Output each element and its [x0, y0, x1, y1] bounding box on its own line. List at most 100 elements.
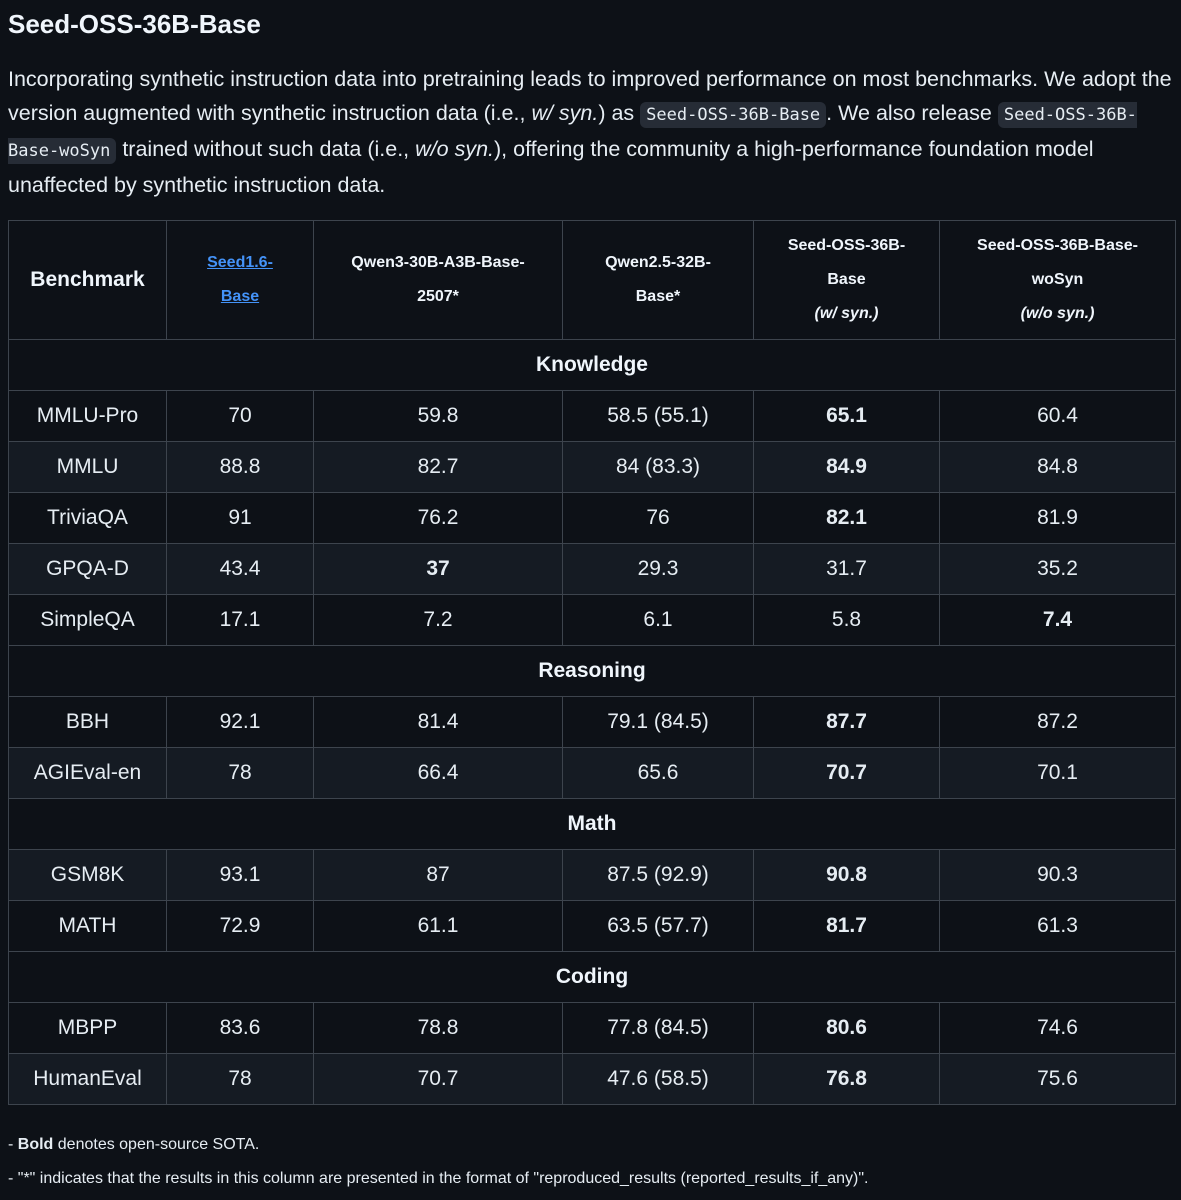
table-row: MMLU 88.8 82.7 84 (83.3) 84.9 84.8	[8, 441, 1176, 493]
section-reasoning: Reasoning	[8, 645, 1176, 697]
header-seed-oss-base: Seed-OSS-36B- Base (w/ syn.)	[753, 220, 940, 340]
intro-text-4: trained without such data (i.e.,	[116, 137, 416, 161]
table-cell: 90.3	[939, 849, 1176, 901]
table-cell: 72.9	[166, 900, 314, 952]
table-cell: 7.2	[313, 594, 563, 646]
table-cell: 82.7	[313, 441, 563, 493]
table-cell: 81.4	[313, 696, 563, 748]
table-cell: 84.8	[939, 441, 1176, 493]
table-cell: MATH	[8, 900, 167, 952]
code-seed-oss-base: Seed-OSS-36B-Base	[640, 102, 827, 128]
table-cell: 70.7	[753, 747, 940, 799]
section-row: Reasoning	[8, 645, 1176, 697]
intro-em-without-syn: w/o syn.	[415, 137, 495, 161]
table-row: MATH 72.9 61.1 63.5 (57.7) 81.7 61.3	[8, 900, 1176, 952]
table-cell: MMLU-Pro	[8, 390, 167, 442]
header-seed16-base: Seed1.6- Base	[166, 220, 314, 340]
table-cell: 92.1	[166, 696, 314, 748]
table-cell: SimpleQA	[8, 594, 167, 646]
table-cell: BBH	[8, 696, 167, 748]
table-cell: 79.1 (84.5)	[562, 696, 754, 748]
table-cell: 43.4	[166, 543, 314, 595]
table-cell: 78	[166, 747, 314, 799]
intro-text-3: . We also release	[826, 101, 998, 125]
intro-text-1: Incorporating synthetic instruction data…	[8, 67, 1172, 125]
section-row: Math	[8, 798, 1176, 850]
table-cell: 31.7	[753, 543, 940, 595]
header-seed-oss-wosyn: Seed-OSS-36B-Base-woSyn (w/o syn.)	[939, 220, 1176, 340]
table-cell: 87.5 (92.9)	[562, 849, 754, 901]
table-cell: 47.6 (58.5)	[562, 1053, 754, 1105]
table-cell: 78.8	[313, 1002, 563, 1054]
table-cell: 84 (83.3)	[562, 441, 754, 493]
table-cell: 29.3	[562, 543, 754, 595]
table-cell: 37	[313, 543, 563, 595]
table-cell: 87	[313, 849, 563, 901]
table-row: BBH 92.1 81.4 79.1 (84.5) 87.7 87.2	[8, 696, 1176, 748]
section-math: Math	[8, 798, 1176, 850]
footnotes: - Bold denotes open-source SOTA. - "*" i…	[8, 1128, 868, 1196]
table-cell: 65.1	[753, 390, 940, 442]
table-cell: 6.1	[562, 594, 754, 646]
table-cell: 76.8	[753, 1053, 940, 1105]
table-cell: MMLU	[8, 441, 167, 493]
intro-text-5: ), offering the community a high-perform…	[8, 137, 1094, 197]
table-row: SimpleQA 17.1 7.2 6.1 5.8 7.4	[8, 594, 1176, 646]
table-cell: 17.1	[166, 594, 314, 646]
section-row: Knowledge	[8, 339, 1176, 391]
table-cell: 59.8	[313, 390, 563, 442]
intro-text-2: ) as	[598, 101, 641, 125]
table-cell: 58.5 (55.1)	[562, 390, 754, 442]
table-cell: 5.8	[753, 594, 940, 646]
table-cell: 87.7	[753, 696, 940, 748]
table-cell: 81.7	[753, 900, 940, 952]
seed16-base-link[interactable]: Seed1.6- Base	[207, 254, 273, 305]
table-cell: 61.3	[939, 900, 1176, 952]
table-cell: AGIEval-en	[8, 747, 167, 799]
table-cell: 81.9	[939, 492, 1176, 544]
table-cell: 70	[166, 390, 314, 442]
table-cell: 90.8	[753, 849, 940, 901]
table-cell: GSM8K	[8, 849, 167, 901]
table-cell: 74.6	[939, 1002, 1176, 1054]
table-cell: 70.7	[313, 1053, 563, 1105]
table-cell: 93.1	[166, 849, 314, 901]
table-row: GPQA-D 43.4 37 29.3 31.7 35.2	[8, 543, 1176, 595]
table-cell: 70.1	[939, 747, 1176, 799]
table-cell: 78	[166, 1053, 314, 1105]
table-cell: 65.6	[562, 747, 754, 799]
table-cell: 60.4	[939, 390, 1176, 442]
header-benchmark: Benchmark	[8, 220, 167, 340]
table-row: TriviaQA 91 76.2 76 82.1 81.9	[8, 492, 1176, 544]
table-cell: HumanEval	[8, 1053, 167, 1105]
table-cell: 88.8	[166, 441, 314, 493]
table-row: MBPP 83.6 78.8 77.8 (84.5) 80.6 74.6	[8, 1002, 1176, 1054]
header-qwen3: Qwen3-30B-A3B-Base- 2507*	[313, 220, 563, 340]
section-row: Coding	[8, 951, 1176, 1003]
table-cell: 7.4	[939, 594, 1176, 646]
table-row: AGIEval-en 78 66.4 65.6 70.7 70.1	[8, 747, 1176, 799]
intro-paragraph: Incorporating synthetic instruction data…	[8, 62, 1176, 202]
table-cell: 82.1	[753, 492, 940, 544]
table-cell: 75.6	[939, 1053, 1176, 1105]
table-cell: 35.2	[939, 543, 1176, 595]
section-coding: Coding	[8, 951, 1176, 1003]
table-cell: 76	[562, 492, 754, 544]
footnote-asterisk: - "*" indicates that the results in this…	[8, 1170, 869, 1187]
table-cell: GPQA-D	[8, 543, 167, 595]
table-cell: 76.2	[313, 492, 563, 544]
table-cell: 61.1	[313, 900, 563, 952]
table-row: HumanEval 78 70.7 47.6 (58.5) 76.8 75.6	[8, 1053, 1176, 1105]
table-header-row: Benchmark Seed1.6- Base Qwen3-30B-A3B-Bas…	[8, 220, 1176, 340]
table-cell: TriviaQA	[8, 492, 167, 544]
table-cell: 83.6	[166, 1002, 314, 1054]
table-row: GSM8K 93.1 87 87.5 (92.9) 90.8 90.3	[8, 849, 1176, 901]
table-cell: 87.2	[939, 696, 1176, 748]
table-cell: MBPP	[8, 1002, 167, 1054]
table-cell: 63.5 (57.7)	[562, 900, 754, 952]
intro-em-with-syn: w/ syn.	[531, 101, 599, 125]
page-title: Seed-OSS-36B-Base	[8, 9, 261, 39]
header-qwen25: Qwen2.5-32B- Base*	[562, 220, 754, 340]
table-cell: 84.9	[753, 441, 940, 493]
